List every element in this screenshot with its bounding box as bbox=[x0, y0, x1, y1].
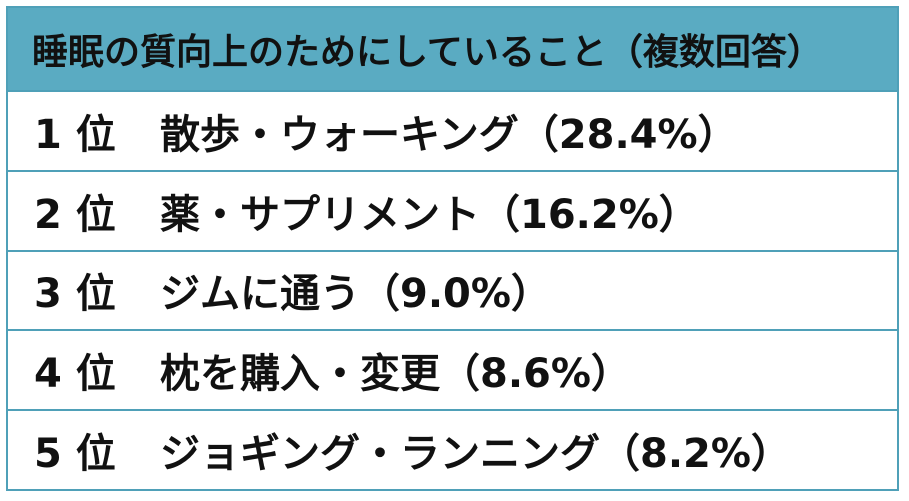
rank-label: 2 位 bbox=[34, 191, 116, 238]
rank-label: 3 位 bbox=[34, 271, 116, 318]
table-row-3: 3 位 ジムに通う（9.0%） bbox=[8, 252, 897, 332]
item-label: 枕を購入・変更（8.6%） bbox=[160, 351, 631, 398]
table-row-1: 1 位 散歩・ウォーキング（28.4%） bbox=[8, 92, 897, 172]
item-label: ジョギング・ランニング（8.2%） bbox=[160, 431, 791, 478]
item-label: 薬・サプリメント（16.2%） bbox=[160, 191, 699, 238]
table-row-5: 5 位 ジョギング・ランニング（8.2%） bbox=[8, 411, 897, 489]
rank-label: 5 位 bbox=[34, 431, 116, 478]
item-label: ジムに通う（9.0%） bbox=[160, 271, 551, 318]
table-row-4: 4 位 枕を購入・変更（8.6%） bbox=[8, 331, 897, 412]
table-title: 睡眠の質向上のためにしていること（複数回答） bbox=[8, 8, 897, 92]
rank-label: 1 位 bbox=[34, 111, 116, 158]
rank-label: 4 位 bbox=[34, 351, 116, 398]
ranking-table: 睡眠の質向上のためにしていること（複数回答） 1 位 散歩・ウォーキング（28.… bbox=[6, 6, 899, 491]
table-row-2: 2 位 薬・サプリメント（16.2%） bbox=[8, 172, 897, 252]
item-label: 散歩・ウォーキング（28.4%） bbox=[160, 111, 738, 158]
